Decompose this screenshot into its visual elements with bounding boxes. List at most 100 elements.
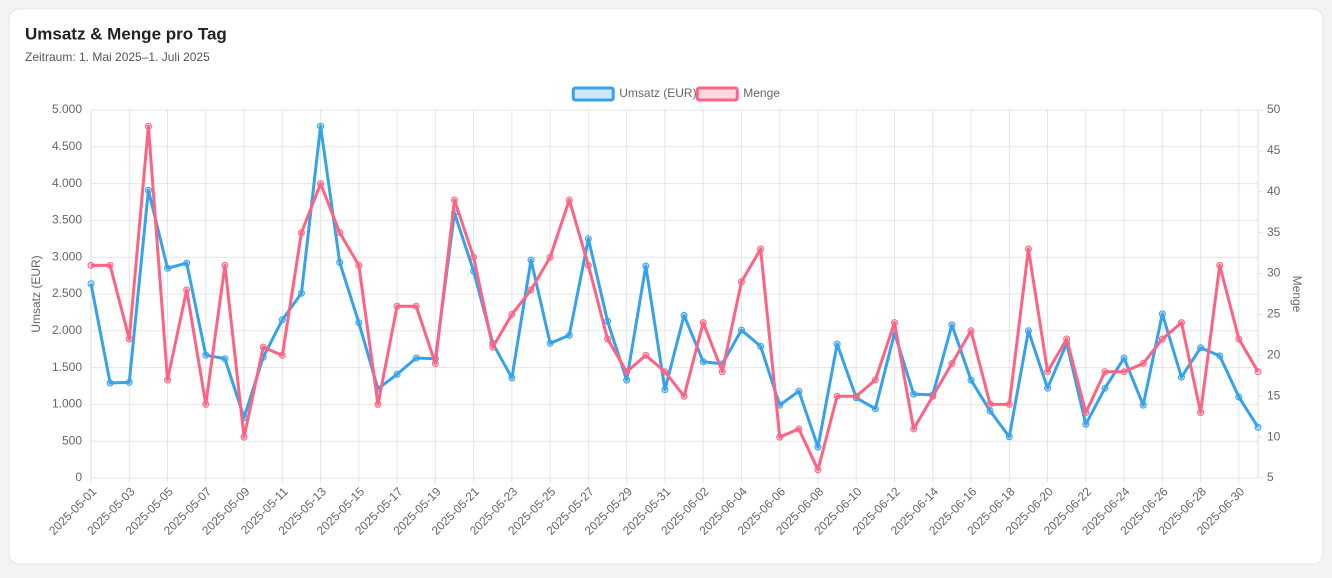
data-point — [1158, 335, 1166, 343]
y2-tick-label: 50 — [1267, 102, 1281, 116]
data-point — [833, 340, 841, 348]
data-point — [1082, 420, 1090, 428]
data-point — [527, 256, 535, 264]
data-point — [1063, 335, 1071, 343]
data-point — [1197, 344, 1205, 352]
data-point — [106, 261, 114, 269]
data-point — [546, 253, 554, 261]
data-point — [202, 400, 210, 408]
data-point — [967, 376, 975, 384]
y2-tick-label: 30 — [1267, 266, 1281, 280]
y2-axis-title: Menge — [1290, 276, 1304, 313]
data-point — [757, 342, 765, 350]
data-point — [221, 355, 229, 363]
data-point — [661, 368, 669, 376]
data-point — [776, 433, 784, 441]
data-point — [336, 229, 344, 237]
data-point — [948, 321, 956, 329]
data-point — [1235, 393, 1243, 401]
data-point — [393, 370, 401, 378]
card — [8, 8, 1324, 565]
data-point — [948, 360, 956, 368]
data-point — [1005, 433, 1013, 441]
data-point — [623, 376, 631, 384]
data-point — [1120, 354, 1128, 362]
y2-tick-label: 40 — [1267, 184, 1281, 198]
data-point — [680, 392, 688, 400]
data-point — [1044, 384, 1052, 392]
data-point — [336, 258, 344, 266]
data-point — [565, 331, 573, 339]
data-point — [489, 343, 497, 351]
chart-subtitle: Zeitraum: 1. Mai 2025–1. Juli 2025 — [25, 50, 210, 64]
data-point — [967, 327, 975, 335]
data-point — [202, 351, 210, 359]
series-line — [89, 124, 1260, 449]
y-tick-label: 4.500 — [52, 139, 82, 153]
data-point — [1024, 327, 1032, 335]
data-point — [1158, 310, 1166, 318]
data-point — [604, 335, 612, 343]
data-point — [355, 261, 363, 269]
data-point — [986, 407, 994, 415]
data-point — [910, 425, 918, 433]
data-point — [183, 259, 191, 267]
data-point — [642, 351, 650, 359]
data-point — [240, 433, 248, 441]
y-tick-label: 2.000 — [52, 323, 82, 337]
data-point — [297, 229, 305, 237]
y2-tick-label: 15 — [1267, 388, 1281, 402]
data-point — [814, 466, 822, 474]
data-point — [680, 311, 688, 319]
y-axis-title: Umsatz (EUR) — [29, 255, 43, 332]
data-point — [757, 245, 765, 253]
data-point — [1101, 368, 1109, 376]
data-point — [1139, 401, 1147, 409]
data-point — [412, 302, 420, 310]
data-point — [1005, 400, 1013, 408]
data-point — [546, 339, 554, 347]
y2-tick-label: 45 — [1267, 143, 1281, 157]
data-point — [642, 262, 650, 270]
y-tick-label: 1.500 — [52, 360, 82, 374]
data-point — [814, 443, 822, 451]
data-point — [87, 280, 95, 288]
legend-swatch — [571, 86, 615, 102]
data-point — [508, 310, 516, 318]
data-point — [871, 376, 879, 384]
data-point — [164, 264, 172, 272]
data-point — [623, 368, 631, 376]
data-point — [852, 392, 860, 400]
data-point — [1139, 360, 1147, 368]
data-point — [891, 319, 899, 327]
y-tick-label: 3.500 — [52, 213, 82, 227]
data-point — [144, 186, 152, 194]
data-point — [1216, 352, 1224, 360]
data-point — [565, 196, 573, 204]
data-point — [737, 326, 745, 334]
data-point — [929, 392, 937, 400]
data-point — [1235, 335, 1243, 343]
y-tick-label: 0 — [75, 470, 82, 484]
data-point — [718, 368, 726, 376]
data-point — [259, 343, 267, 351]
data-point — [470, 253, 478, 261]
data-point — [699, 358, 707, 366]
legend-label: Menge — [743, 86, 780, 100]
data-point — [1254, 423, 1262, 431]
chart-title: Umsatz & Menge pro Tag — [25, 24, 227, 43]
data-point — [1197, 409, 1205, 417]
data-point — [125, 378, 133, 386]
data-point — [144, 122, 152, 130]
data-point — [833, 392, 841, 400]
data-point — [527, 286, 535, 294]
data-point — [374, 400, 382, 408]
data-point — [795, 425, 803, 433]
y-tick-label: 4.000 — [52, 176, 82, 190]
data-point — [393, 302, 401, 310]
y-tick-label: 3.000 — [52, 249, 82, 263]
data-point — [1177, 319, 1185, 327]
data-point — [508, 374, 516, 382]
